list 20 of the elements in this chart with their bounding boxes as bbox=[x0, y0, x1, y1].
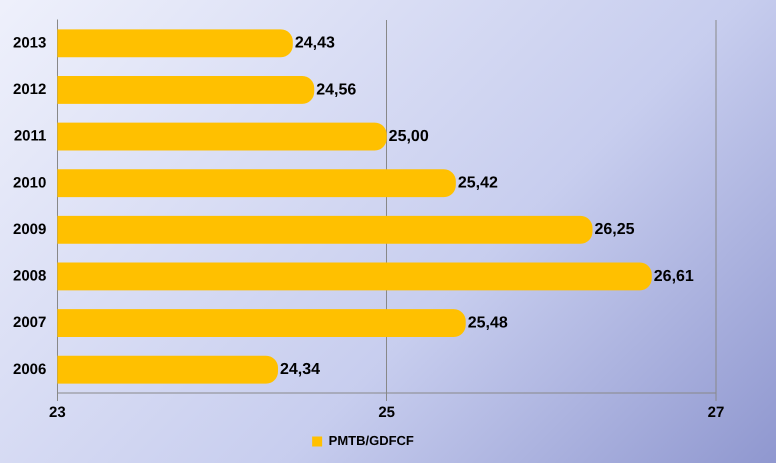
y-tick-label: 2009 bbox=[12, 220, 46, 238]
y-tick-label: 2011 bbox=[14, 128, 46, 145]
y-tick-label: 2010 bbox=[12, 174, 46, 192]
data-label: 24,34 bbox=[280, 361, 320, 378]
data-label: 26,61 bbox=[654, 268, 694, 285]
y-tick-label: 2007 bbox=[12, 314, 46, 332]
data-label: 25,48 bbox=[468, 314, 508, 332]
data-label: 24,43 bbox=[294, 34, 335, 52]
data-label: 26,25 bbox=[594, 221, 635, 238]
data-label: 24,56 bbox=[316, 81, 356, 98]
x-tick-label: 23 bbox=[49, 404, 66, 422]
y-tick-label: 2006 bbox=[12, 360, 46, 378]
y-tick-label: 2013 bbox=[12, 34, 46, 52]
data-label: 25,00 bbox=[388, 128, 429, 145]
y-tick-label: 2012 bbox=[12, 81, 46, 98]
x-tick-label: 27 bbox=[708, 404, 724, 422]
data-label: 25,42 bbox=[458, 174, 498, 192]
legend-label: PMTB/GDFCF bbox=[328, 433, 414, 448]
x-tick-label: 25 bbox=[378, 404, 396, 422]
y-tick-label: 2008 bbox=[12, 268, 46, 285]
